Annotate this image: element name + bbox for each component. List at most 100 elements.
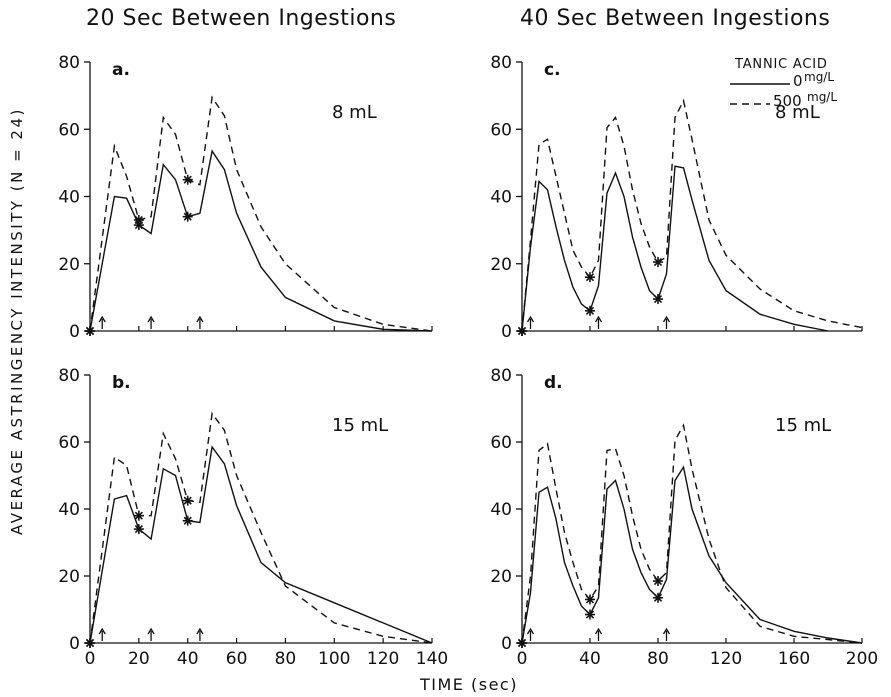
x-tick-label: 40 bbox=[579, 649, 601, 669]
arrow-head bbox=[196, 627, 204, 635]
significance-star bbox=[653, 294, 663, 305]
significance-star-ray bbox=[653, 576, 663, 586]
significance-star bbox=[653, 257, 663, 268]
significance-star bbox=[517, 638, 527, 648]
column-title-20-sec: 20 Sec Between Ingestions bbox=[86, 6, 397, 31]
significance-star-ray bbox=[653, 294, 663, 304]
significance-star-ray bbox=[134, 511, 143, 520]
significance-star bbox=[585, 594, 595, 605]
panel-c: 0 20 40 60 80 c. 8 mL bbox=[490, 53, 863, 342]
y-tick-label: 20 bbox=[58, 567, 80, 587]
x-tick-label: 120 bbox=[710, 649, 742, 669]
x-tick-label: 200 bbox=[846, 649, 878, 669]
legend-unit-0: mg/L bbox=[804, 70, 834, 84]
significance-star bbox=[133, 215, 144, 226]
y-tick-label: 40 bbox=[58, 188, 80, 208]
significance-star bbox=[182, 211, 193, 222]
ingestion-arrow bbox=[196, 315, 204, 329]
significance-star-ray bbox=[585, 306, 595, 315]
y-tick-label: 60 bbox=[490, 120, 512, 140]
significance-star-ray bbox=[585, 595, 595, 604]
arrow-head bbox=[662, 315, 671, 323]
y-tick-label: 40 bbox=[490, 500, 512, 520]
panel-letter: d. bbox=[544, 373, 563, 393]
y-tick-label: 0 bbox=[501, 634, 512, 654]
arrow-head bbox=[526, 315, 535, 323]
arrow-head bbox=[594, 315, 603, 323]
series-line-0 bbox=[89, 445, 433, 644]
significance-star bbox=[182, 174, 193, 185]
ingestion-arrow bbox=[147, 627, 155, 641]
arrow-head bbox=[98, 315, 106, 323]
panel-letter: b. bbox=[112, 373, 131, 393]
ingestion-arrow bbox=[196, 627, 204, 641]
legend-label-0: 0 bbox=[793, 72, 803, 90]
significance-star-ray bbox=[653, 257, 663, 267]
panel-d: 0 20 40 60 80 0 40 80 120 160 200 d. 15 mL bbox=[490, 366, 878, 669]
x-tick-label: 20 bbox=[128, 649, 150, 669]
significance-star bbox=[585, 305, 595, 316]
significance-star bbox=[585, 272, 595, 283]
significance-star-ray bbox=[517, 638, 527, 648]
significance-star-ray bbox=[134, 524, 143, 534]
x-tick-label: 80 bbox=[647, 649, 669, 669]
series-line-500 bbox=[89, 95, 433, 332]
column-title-40-sec: 40 Sec Between Ingestions bbox=[520, 6, 831, 31]
arrow-head bbox=[147, 315, 155, 323]
arrow-head bbox=[196, 315, 204, 323]
arrow-head bbox=[526, 627, 535, 635]
panel-letter: a. bbox=[112, 60, 130, 80]
y-tick-label: 60 bbox=[58, 120, 80, 140]
significance-star-ray bbox=[85, 638, 95, 648]
ingestion-arrow bbox=[147, 315, 155, 329]
arrow-head bbox=[147, 627, 155, 635]
y-tick-label: 40 bbox=[58, 500, 80, 520]
significance-star-ray bbox=[517, 326, 527, 336]
volume-label: 15 mL bbox=[775, 415, 831, 436]
y-tick-label: 80 bbox=[58, 53, 80, 73]
significance-star-ray bbox=[585, 610, 595, 619]
significance-star-ray bbox=[183, 496, 192, 505]
significance-star bbox=[85, 638, 95, 648]
significance-star-ray bbox=[585, 273, 595, 282]
legend-label-500: 500 bbox=[773, 92, 802, 110]
x-tick-label: 60 bbox=[226, 649, 248, 669]
ingestion-arrow bbox=[594, 315, 603, 329]
legend: TANNIC ACID 0 mg/L 500 mg/L bbox=[730, 57, 837, 110]
x-tick-label: 0 bbox=[517, 649, 528, 669]
y-tick-label: 60 bbox=[58, 433, 80, 453]
series-line-500 bbox=[521, 423, 863, 644]
volume-label: 8 mL bbox=[332, 102, 377, 123]
x-tick-label: 120 bbox=[367, 649, 399, 669]
y-tick-label: 0 bbox=[501, 322, 512, 342]
y-tick-label: 80 bbox=[58, 366, 80, 386]
ingestion-arrow bbox=[98, 315, 106, 329]
y-tick-label: 20 bbox=[58, 255, 80, 275]
x-tick-label: 40 bbox=[177, 649, 199, 669]
panel-b: 0 20 40 60 80 0 20 40 60 80 100 120 140 b. 15 mL bbox=[58, 366, 448, 669]
y-tick-label: 60 bbox=[490, 433, 512, 453]
volume-label: 15 mL bbox=[332, 415, 388, 436]
y-tick-label: 20 bbox=[490, 255, 512, 275]
legend-unit-500: mg/L bbox=[807, 90, 837, 104]
significance-star bbox=[133, 524, 144, 535]
arrow-head bbox=[662, 627, 671, 635]
ingestion-arrow bbox=[662, 315, 671, 329]
panel-a: 0 20 40 60 80 a. 8 mL bbox=[58, 53, 433, 342]
significance-star bbox=[182, 515, 193, 526]
ingestion-arrow bbox=[98, 627, 106, 641]
arrow-head bbox=[594, 627, 603, 635]
significance-star bbox=[133, 510, 144, 521]
significance-star bbox=[517, 326, 527, 336]
panel-letter: c. bbox=[544, 60, 561, 80]
x-tick-label: 100 bbox=[318, 649, 350, 669]
significance-star bbox=[182, 495, 193, 506]
y-tick-label: 0 bbox=[69, 634, 80, 654]
series-line-0 bbox=[521, 465, 863, 644]
ingestion-arrow bbox=[594, 627, 603, 641]
series-line-0 bbox=[89, 149, 433, 332]
significance-star bbox=[653, 576, 663, 587]
y-tick-label: 80 bbox=[490, 53, 512, 73]
series-line-500 bbox=[89, 411, 433, 644]
